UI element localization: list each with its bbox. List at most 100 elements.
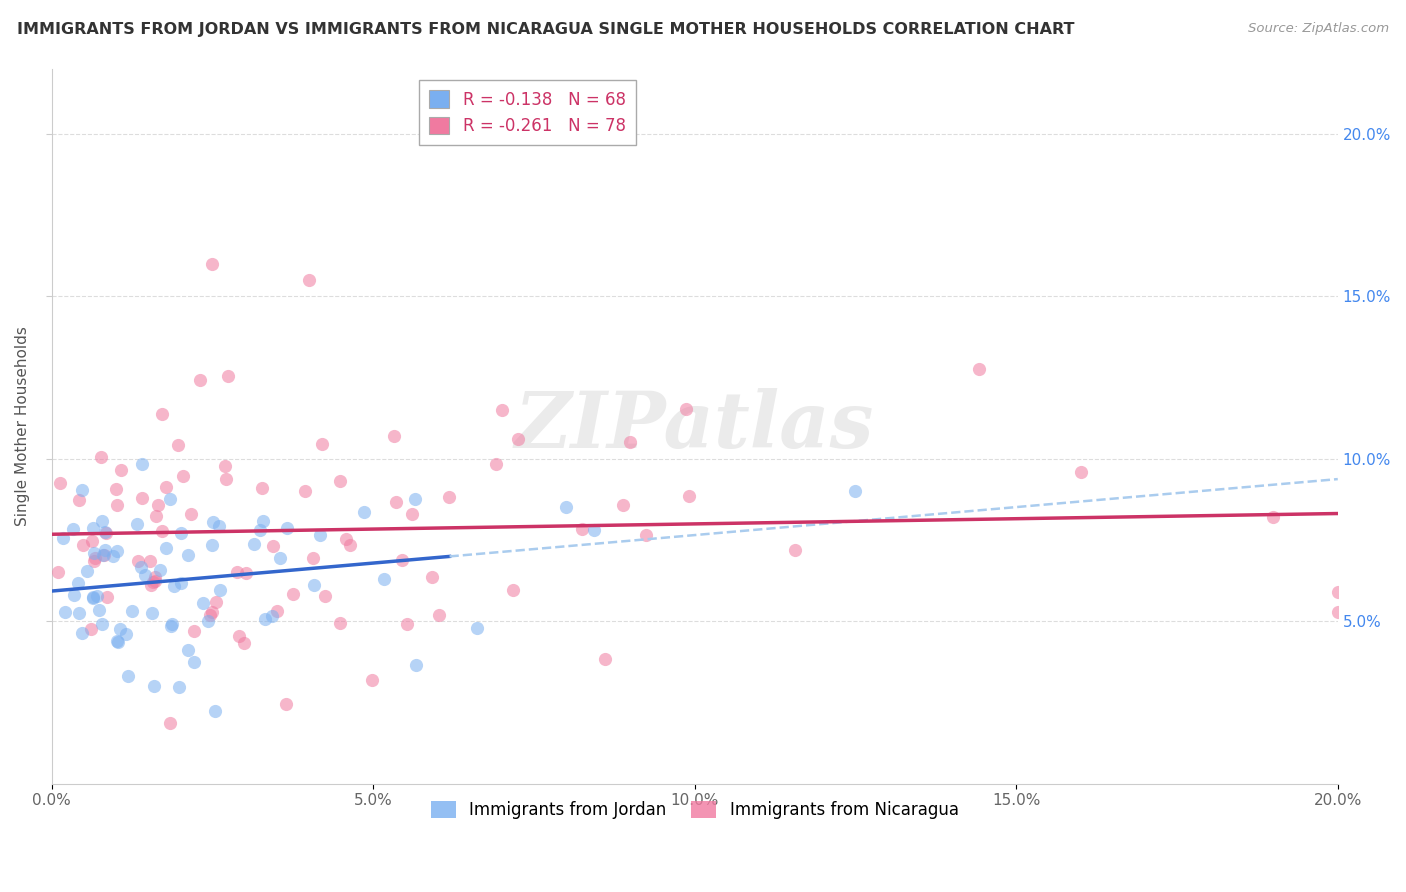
Point <box>131 560 153 574</box>
Point <box>209 582 232 597</box>
Point <box>214 459 236 474</box>
Point <box>83 546 105 560</box>
Point <box>82 591 104 605</box>
Point <box>105 634 128 648</box>
Point <box>395 617 418 632</box>
Point <box>467 621 489 635</box>
Point <box>202 515 225 529</box>
Point <box>339 538 361 552</box>
Point <box>62 522 84 536</box>
Point <box>86 589 108 603</box>
Point <box>82 521 104 535</box>
Point <box>249 524 271 538</box>
Point <box>218 369 240 384</box>
Point <box>385 495 408 509</box>
Point <box>204 704 226 718</box>
Point <box>205 594 228 608</box>
Point <box>844 484 866 499</box>
Point <box>262 539 284 553</box>
Point <box>67 606 90 620</box>
Point <box>427 607 450 622</box>
Point <box>619 435 641 450</box>
Point <box>260 609 283 624</box>
Point <box>274 698 297 712</box>
Point <box>170 526 193 541</box>
Point <box>160 619 183 633</box>
Point <box>302 578 325 592</box>
Point <box>485 458 508 472</box>
Text: IMMIGRANTS FROM JORDAN VS IMMIGRANTS FROM NICARAGUA SINGLE MOTHER HOUSEHOLDS COR: IMMIGRANTS FROM JORDAN VS IMMIGRANTS FRO… <box>17 22 1074 37</box>
Point <box>502 582 524 597</box>
Point <box>52 531 75 545</box>
Point <box>197 615 219 629</box>
Point <box>53 605 76 619</box>
Point <box>110 463 132 477</box>
Point <box>506 432 529 446</box>
Point <box>225 565 247 579</box>
Point <box>82 534 104 549</box>
Point <box>360 673 382 687</box>
Point <box>439 490 461 504</box>
Point <box>91 548 114 562</box>
Point <box>1263 510 1285 524</box>
Point <box>269 551 291 566</box>
Point <box>66 576 89 591</box>
Point <box>79 622 101 636</box>
Point <box>183 624 205 639</box>
Point <box>294 483 316 498</box>
Point <box>150 524 173 538</box>
Point <box>373 573 395 587</box>
Point <box>208 519 231 533</box>
Point <box>678 489 700 503</box>
Point <box>72 626 94 640</box>
Point <box>142 679 165 693</box>
Point <box>172 469 194 483</box>
Point <box>90 450 112 464</box>
Point <box>404 491 426 506</box>
Point <box>422 570 444 584</box>
Legend: Immigrants from Jordan, Immigrants from Nicaragua: Immigrants from Jordan, Immigrants from … <box>425 794 966 825</box>
Y-axis label: Single Mother Households: Single Mother Households <box>15 326 30 526</box>
Point <box>201 256 224 270</box>
Point <box>266 604 288 618</box>
Point <box>967 361 990 376</box>
Point <box>250 481 273 495</box>
Text: Source: ZipAtlas.com: Source: ZipAtlas.com <box>1249 22 1389 36</box>
Point <box>298 273 321 287</box>
Point <box>276 521 298 535</box>
Point <box>149 563 172 577</box>
Point <box>675 401 697 416</box>
Point <box>169 680 191 694</box>
Point <box>142 575 165 590</box>
Point <box>139 578 162 592</box>
Point <box>183 655 205 669</box>
Point <box>141 606 163 620</box>
Point <box>145 509 167 524</box>
Point <box>583 524 606 538</box>
Point <box>84 550 107 565</box>
Point <box>401 507 423 521</box>
Point <box>105 483 128 497</box>
Point <box>82 591 104 605</box>
Point <box>76 564 98 578</box>
Point <box>101 549 124 564</box>
Point <box>1326 606 1348 620</box>
Point <box>188 373 211 387</box>
Point <box>46 565 69 579</box>
Point <box>117 669 139 683</box>
Point <box>107 635 129 649</box>
Point <box>253 612 276 626</box>
Point <box>127 517 149 532</box>
Point <box>252 515 274 529</box>
Point <box>105 543 128 558</box>
Point <box>90 616 112 631</box>
Point <box>311 436 333 450</box>
Point <box>302 551 325 566</box>
Point <box>48 475 70 490</box>
Point <box>232 636 254 650</box>
Point <box>131 491 153 505</box>
Point <box>155 541 177 555</box>
Point <box>67 493 90 508</box>
Point <box>180 507 202 521</box>
Point <box>1326 584 1348 599</box>
